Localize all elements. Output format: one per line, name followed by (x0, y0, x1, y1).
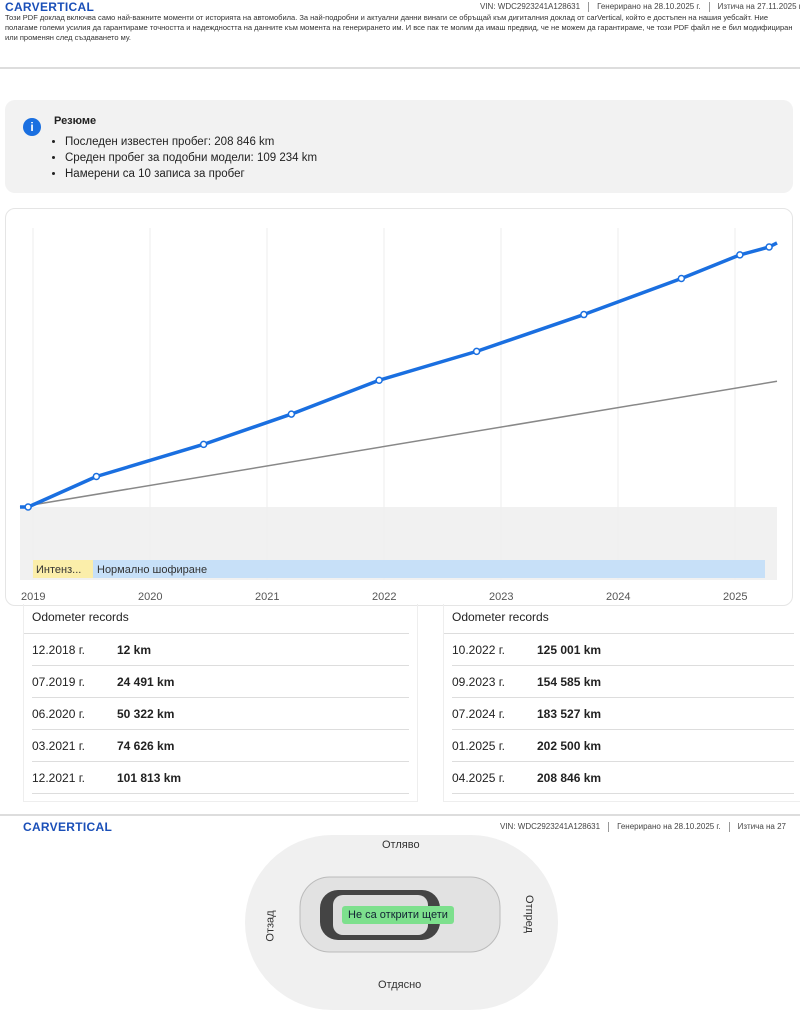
band-label: Интенз... (36, 564, 81, 576)
data-point (24, 503, 32, 511)
summary-box: i Резюме Последен известен пробег: 208 8… (5, 100, 793, 193)
data-point (375, 376, 383, 384)
generated-date: Генерирано на 28.10.2025 г. (617, 822, 721, 831)
record-mileage: 12 km (117, 642, 152, 657)
data-point (472, 347, 481, 356)
x-tick-label: 2021 (255, 591, 279, 603)
x-tick-label: 2024 (606, 591, 630, 603)
x-tick-label: 2023 (489, 591, 513, 603)
record-mileage: 101 813 km (117, 770, 182, 785)
odometer-table-left: Odometer records 12.2018 г. 12 km 07.2019 г… (23, 604, 418, 802)
average-line (19, 380, 778, 508)
record-mileage: 50 322 km (117, 706, 175, 721)
x-tick-label: 2025 (723, 591, 747, 603)
generated-date: Генерирано на 28.10.2025 г. (597, 2, 701, 11)
summary-item: Последен известен пробег: 208 846 km (65, 134, 317, 150)
back-label: Отзад (264, 910, 277, 942)
front-label: Отпред (522, 895, 535, 933)
band-label: Нормално шофиране (97, 564, 207, 576)
data-point (677, 274, 686, 283)
table-row: 07.2024 г. 183 527 km (452, 698, 794, 730)
side-left-label: Отляво (382, 839, 420, 851)
expiry-date: Изтича на 27 (737, 822, 786, 831)
logo: CARVERTICAL (5, 0, 95, 14)
table-row: 12.2021 г. 101 813 km (32, 762, 409, 794)
info-icon: i (23, 118, 41, 136)
table-row: 12.2018 г. 12 km (32, 634, 409, 666)
data-point (580, 310, 588, 319)
record-mileage: 154 585 km (537, 674, 602, 689)
disclaimer: Този PDF доклад включва само най-важните… (5, 13, 793, 42)
record-date: 07.2019 г. (32, 674, 85, 689)
table-row: 01.2025 г. 202 500 km (452, 730, 794, 762)
band-intense (33, 560, 93, 578)
data-point (92, 472, 101, 481)
summary-item: Намерени са 10 записа за пробег (65, 166, 317, 182)
record-mileage: 208 846 km (537, 770, 602, 785)
vin: VIN: WDC2923241A128631 (500, 822, 601, 831)
mileage-chart: 2019 2020 2021 2022 2023 2024 2025 Интенз... Нор… (19, 228, 778, 603)
record-date: 10.2022 г. (452, 642, 505, 657)
record-date: 01.2025 г. (452, 738, 505, 753)
divider (0, 67, 800, 69)
record-mileage: 74 626 km (117, 738, 175, 753)
record-date: 12.2018 г. (32, 642, 85, 657)
data-point (765, 243, 773, 251)
record-date: 03.2021 г. (32, 738, 85, 753)
table-row: 09.2023 г. 154 585 km (452, 666, 794, 698)
band-normal (93, 560, 765, 578)
footer-meta: VIN: WDC2923241A128631 Генерирано на 28.1… (500, 822, 786, 832)
odometer-line (19, 241, 778, 509)
table-title: Odometer records (24, 604, 409, 634)
record-date: 04.2025 г. (452, 770, 505, 785)
record-date: 12.2021 г. (32, 770, 85, 785)
summary-item: Среден пробег за подобни модели: 109 234… (65, 150, 317, 166)
record-mileage: 24 491 km (117, 674, 175, 689)
table-row: 07.2019 г. 24 491 km (32, 666, 409, 698)
table-title: Odometer records (444, 604, 794, 634)
record-mileage: 202 500 km (537, 738, 602, 753)
table-row: 04.2025 г. 208 846 km (452, 762, 794, 794)
damage-status-badge: Не са открити щети (342, 906, 454, 924)
x-tick-label: 2022 (372, 591, 396, 603)
side-right-label: Отдясно (378, 979, 422, 991)
record-date: 07.2024 г. (452, 706, 505, 721)
record-date: 09.2023 г. (452, 674, 505, 689)
footer-logo: CARVERTICAL (23, 820, 113, 834)
data-point (287, 410, 296, 418)
table-row: 06.2020 г. 50 322 km (32, 698, 409, 730)
divider (0, 814, 800, 816)
record-mileage: 125 001 km (537, 642, 602, 657)
report-meta: VIN: WDC2923241A128631 Генерирано на 28.1… (480, 2, 800, 12)
odometer-table-right: Odometer records 10.2022 г. 125 001 km 09.2… (443, 604, 800, 802)
record-mileage: 183 527 km (537, 706, 602, 721)
summary-title: Резюме (54, 115, 97, 127)
expiry-date: Изтича на 27.11.2025 г. (717, 2, 800, 11)
vin: VIN: WDC2923241A128631 (480, 2, 581, 11)
data-point (199, 440, 208, 449)
x-tick-label: 2019 (21, 591, 45, 603)
x-tick-label: 2020 (138, 591, 162, 603)
data-point (736, 251, 744, 259)
record-date: 06.2020 г. (32, 706, 85, 721)
table-row: 03.2021 г. 74 626 km (32, 730, 409, 762)
table-row: 10.2022 г. 125 001 km (452, 634, 794, 666)
